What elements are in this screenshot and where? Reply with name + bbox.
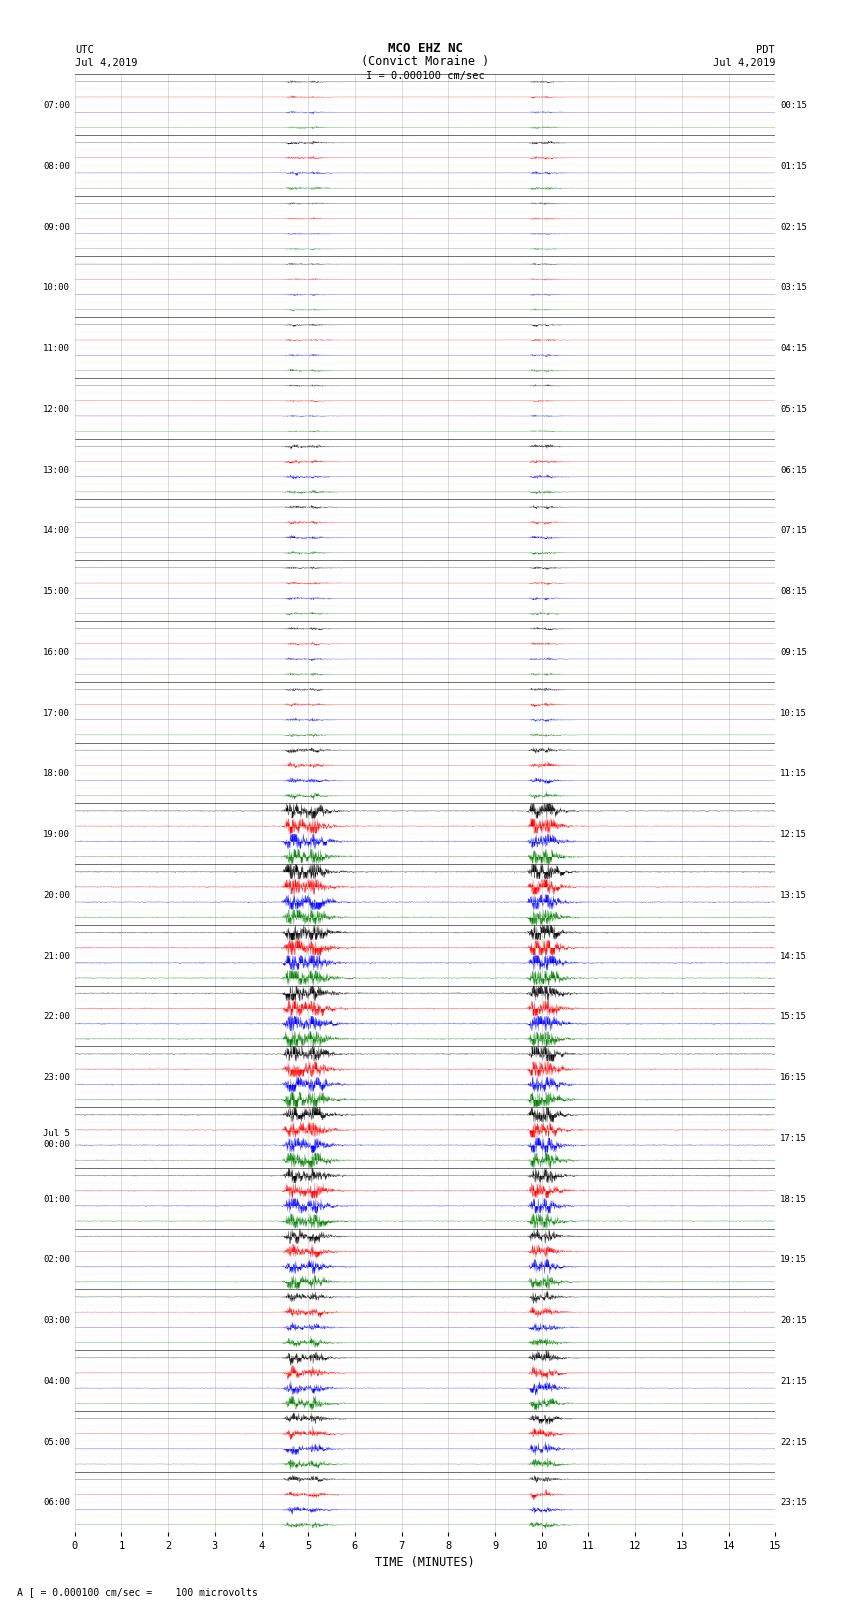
- X-axis label: TIME (MINUTES): TIME (MINUTES): [375, 1555, 475, 1568]
- Text: MCO EHZ NC: MCO EHZ NC: [388, 42, 462, 55]
- Text: PDT: PDT: [756, 45, 775, 55]
- Text: A [ = 0.000100 cm/sec =    100 microvolts: A [ = 0.000100 cm/sec = 100 microvolts: [17, 1587, 258, 1597]
- Text: Jul 4,2019: Jul 4,2019: [75, 58, 138, 68]
- Text: I = 0.000100 cm/sec: I = 0.000100 cm/sec: [366, 71, 484, 81]
- Text: Jul 4,2019: Jul 4,2019: [712, 58, 775, 68]
- Text: (Convict Moraine ): (Convict Moraine ): [361, 55, 489, 68]
- Text: UTC: UTC: [75, 45, 94, 55]
